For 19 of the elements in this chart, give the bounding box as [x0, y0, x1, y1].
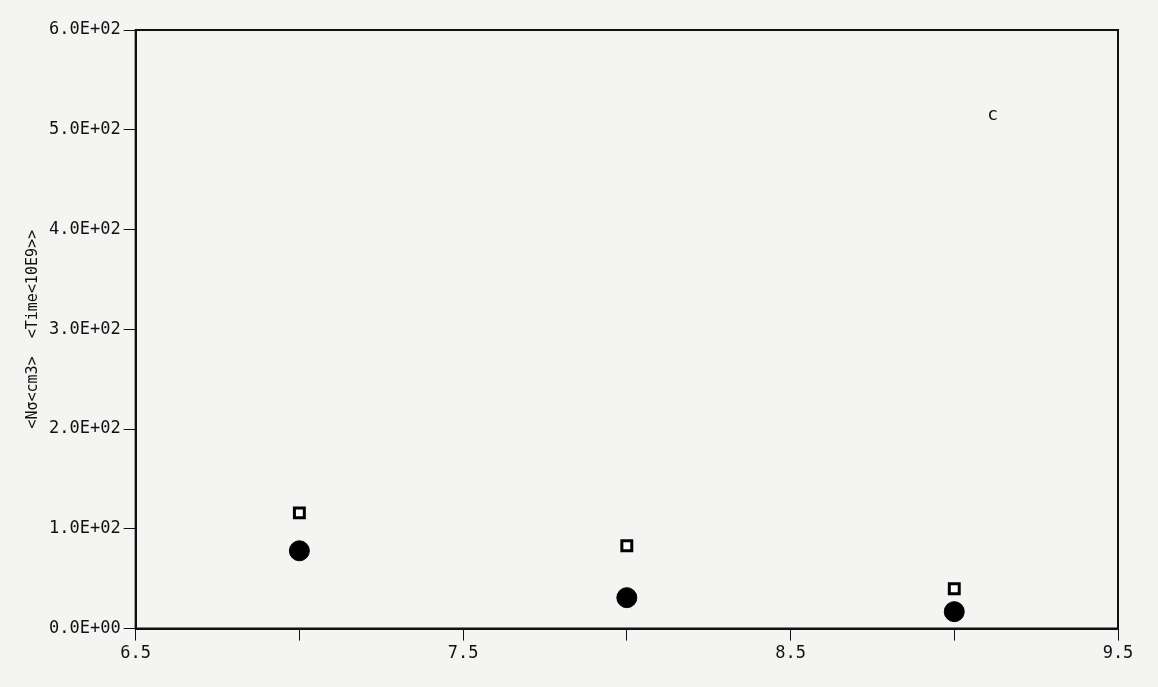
- y-tick-label: 4.0E+02: [48, 217, 121, 238]
- point: [620, 539, 634, 553]
- x-tick-label: 7.5: [447, 642, 479, 663]
- x-tick-label: 8.5: [775, 642, 806, 663]
- y-tick-label: 1.0E+02: [48, 517, 121, 538]
- annotation: c: [987, 103, 998, 124]
- y-tick-label: 5.0E+02: [48, 118, 121, 139]
- x-tick-label: 6.5: [120, 642, 151, 663]
- point: [943, 601, 965, 623]
- y-tick-label: 2.0E+02: [48, 417, 121, 438]
- x-tick-label: 9.5: [1102, 642, 1134, 663]
- point: [947, 582, 961, 596]
- y-tick-label: 3.0E+02: [48, 317, 121, 338]
- point: [616, 587, 638, 609]
- y-tick-label: 6.0E+02: [48, 18, 121, 39]
- y-tick-label: 0.0E+00: [48, 617, 121, 638]
- point: [288, 540, 310, 562]
- point: [292, 506, 306, 520]
- y-axis-title: <Nσ<cm3> <Time<10E9>>: [22, 229, 41, 429]
